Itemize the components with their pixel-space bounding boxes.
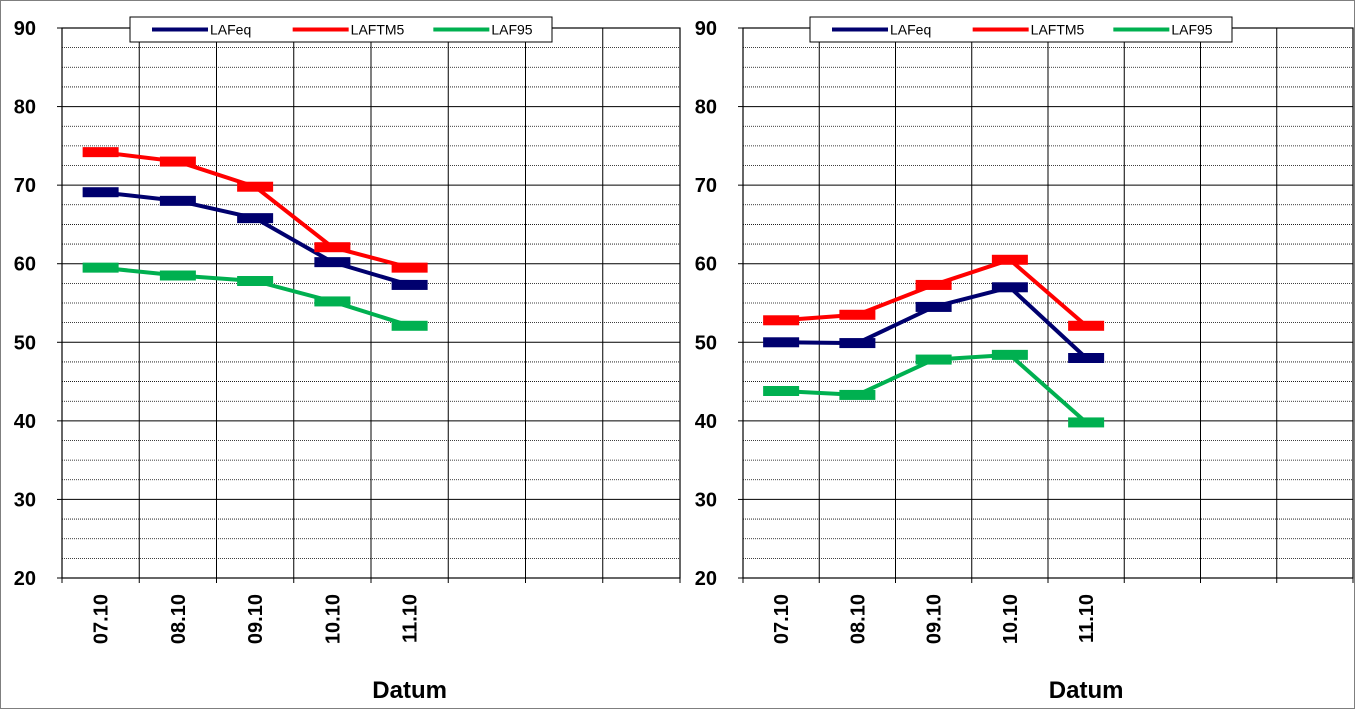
x-tick-label: 08.10 [168, 594, 190, 644]
data-point-LAF95 [991, 349, 1028, 360]
legend-label-LAF95: LAF95 [1171, 22, 1212, 38]
data-point-LAFTM5 [159, 156, 196, 167]
data-point-LAFeq [915, 301, 952, 312]
data-point-LAF95 [237, 276, 274, 286]
x-tick-label: 10.10 [322, 594, 344, 644]
data-point-LAF95 [159, 270, 196, 281]
y-tick-label: 20 [695, 568, 717, 590]
x-tick-label: 08.10 [847, 594, 869, 644]
series-line-LAFTM5 [100, 150, 411, 270]
y-tick-label: 40 [695, 411, 717, 433]
data-point-LAFTM5 [1068, 320, 1105, 331]
legend-label-LAF95: LAF95 [491, 22, 532, 38]
data-point-LAF95 [314, 296, 351, 307]
data-point-LAF95 [915, 354, 952, 365]
data-point-LAFeq [391, 279, 428, 290]
data-point-LAFTM5 [915, 279, 952, 290]
data-point-LAFTM5 [391, 262, 428, 273]
y-tick-label: 60 [14, 254, 36, 276]
x-tick-label: 11.10 [1076, 594, 1098, 643]
x-tick-label: 07.10 [771, 594, 793, 644]
y-tick-label: 50 [695, 332, 717, 354]
y-tick-label: 20 [14, 568, 36, 590]
y-tick-label: 30 [14, 489, 36, 511]
data-point-LAF95 [763, 386, 800, 396]
data-point-LAFeq [159, 195, 196, 206]
y-tick-label: 30 [695, 489, 717, 511]
data-point-LAF95 [391, 320, 428, 331]
data-point-LAFeq [314, 257, 351, 268]
data-point-LAF95 [1068, 417, 1105, 428]
data-point-LAFeq [839, 338, 876, 349]
legend-label-LAFTM5: LAFTM5 [351, 22, 405, 38]
y-tick-label: 90 [695, 18, 717, 40]
legend-label-LAFeq: LAFeq [890, 22, 931, 38]
x-tick-label: 11.10 [400, 594, 422, 643]
data-point-LAFTM5 [839, 309, 876, 320]
series-line-LAF95 [781, 352, 1088, 424]
data-point-LAFeq [237, 213, 274, 224]
chart-panel-2: 20 30 40 50 60 70 80 90 07.10 08.10 09.10 10.10 11.1… [695, 16, 1354, 704]
chart-panel-1: 20 30 40 50 60 70 80 90 07.10 08.10 09.10 10.10 11.1… [14, 16, 681, 704]
x-tick-label: 10.10 [1000, 594, 1022, 644]
data-point-LAFTM5 [991, 254, 1028, 265]
data-point-LAFeq [763, 337, 800, 348]
data-point-LAFTM5 [82, 147, 119, 158]
y-tick-label: 70 [695, 175, 717, 197]
x-tick-label: 09.10 [245, 594, 267, 644]
y-tick-label: 40 [14, 411, 36, 433]
x-axis-title: Datum [372, 677, 447, 704]
data-point-LAFTM5 [237, 181, 274, 192]
x-tick-label: 09.10 [924, 594, 946, 644]
data-point-LAFeq [82, 187, 119, 198]
data-point-LAFTM5 [314, 242, 351, 253]
data-point-LAFeq [991, 282, 1028, 293]
y-tick-label: 80 [14, 97, 36, 119]
x-axis-title: Datum [1049, 677, 1124, 704]
y-tick-label: 70 [14, 175, 36, 197]
legend-label-LAFeq: LAFeq [210, 22, 251, 38]
legend-label-LAFTM5: LAFTM5 [1031, 22, 1085, 38]
x-tick-label: 07.10 [91, 594, 113, 644]
y-tick-label: 80 [695, 97, 717, 119]
y-tick-label: 50 [14, 332, 36, 354]
data-point-LAF95 [839, 389, 876, 400]
data-point-LAFTM5 [763, 315, 800, 326]
y-tick-label: 90 [14, 18, 36, 40]
y-tick-label: 60 [695, 254, 717, 276]
data-point-LAFeq [1068, 353, 1105, 363]
data-point-LAF95 [82, 262, 119, 273]
